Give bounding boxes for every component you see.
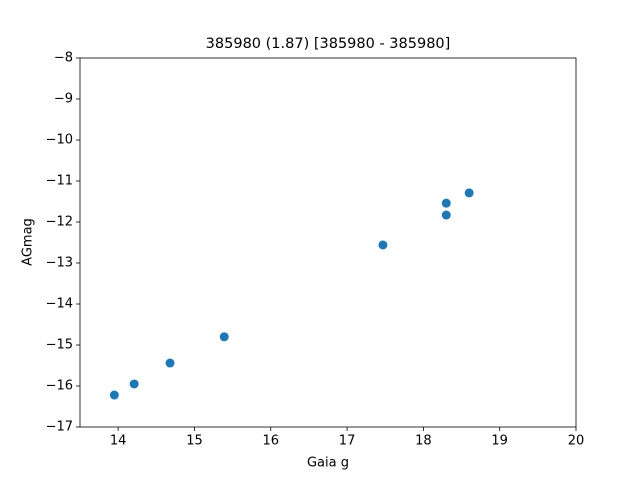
point — [129, 379, 139, 389]
point — [441, 198, 451, 208]
plot-frame — [79, 57, 577, 428]
y-axis-label: AGmag — [21, 218, 36, 266]
point — [441, 210, 451, 220]
point — [109, 390, 119, 400]
y-tick-label: −14 — [46, 297, 73, 312]
y-tick-label: −11 — [46, 174, 73, 189]
y-tick-label: −17 — [46, 420, 73, 435]
x-axis-label: Gaia g — [307, 456, 349, 471]
y-tick-label: −15 — [46, 338, 73, 353]
chart-title: 385980 (1.87) [385980 - 385980] — [206, 36, 451, 52]
point — [378, 240, 388, 250]
x-tick-label: 20 — [568, 434, 585, 449]
y-tick-label: −10 — [46, 133, 73, 148]
y-tick-label: −12 — [46, 215, 73, 230]
point — [219, 332, 229, 342]
y-tick-label: −16 — [46, 379, 73, 394]
x-tick-label: 19 — [491, 434, 508, 449]
x-tick-label: 15 — [186, 434, 203, 449]
x-tick-label: 16 — [262, 434, 279, 449]
x-tick-label: 18 — [415, 434, 432, 449]
point — [165, 358, 175, 368]
point — [464, 188, 474, 198]
y-tick-label: −13 — [46, 256, 73, 271]
y-tick-label: −9 — [54, 92, 73, 107]
y-tick-label: −8 — [54, 51, 73, 66]
x-tick-label: 14 — [110, 434, 127, 449]
x-tick-label: 17 — [339, 434, 356, 449]
